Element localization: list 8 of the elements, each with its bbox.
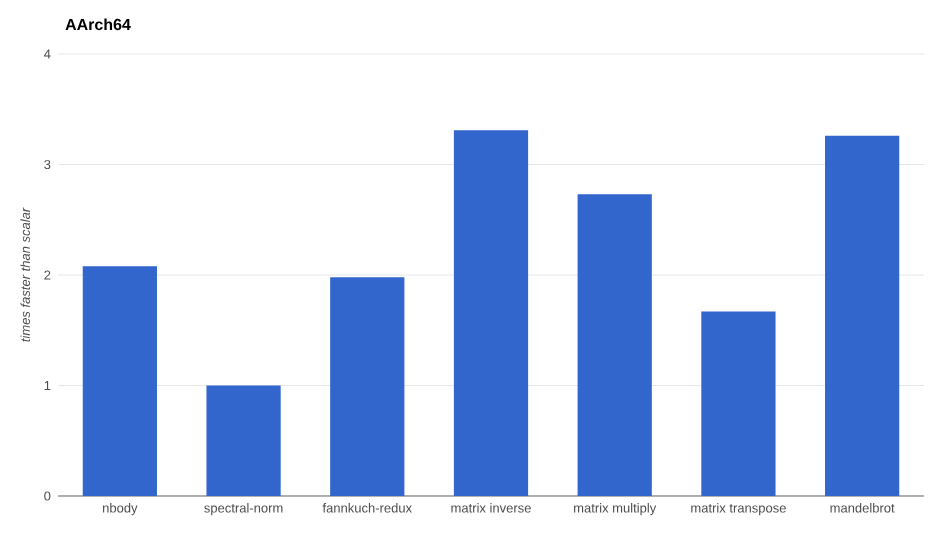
bar bbox=[701, 311, 776, 496]
bar bbox=[330, 277, 405, 496]
bar bbox=[825, 135, 900, 496]
bar bbox=[577, 194, 652, 496]
bar bbox=[453, 130, 529, 496]
bar bbox=[82, 266, 157, 496]
bar bbox=[206, 385, 281, 496]
chart-title: AArch64 bbox=[65, 18, 131, 31]
